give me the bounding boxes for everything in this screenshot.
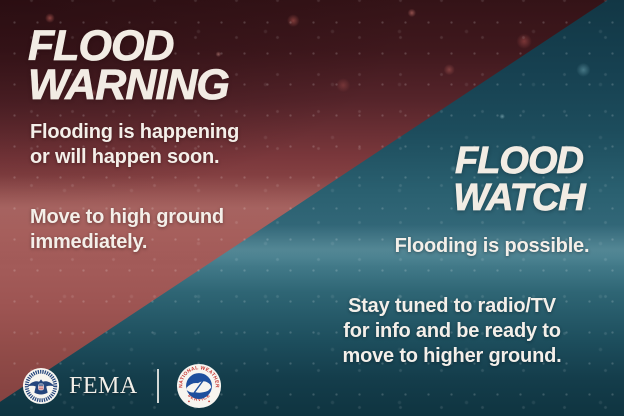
flood-watch-title-line2: WATCH — [453, 177, 586, 219]
flood-watch-instruction-line2: for info and be ready to — [343, 320, 561, 342]
logo-divider — [156, 369, 159, 403]
fema-dhs-seal-icon — [22, 367, 60, 405]
flood-warning-title-line1: FLOOD — [28, 22, 175, 70]
flood-warning-title-line2: WARNING — [28, 61, 231, 109]
flood-watch-title-line1: FLOOD — [455, 140, 585, 182]
flood-warning-instruction-line1: Move to high ground — [30, 206, 224, 228]
flood-warning-title: FLOOD WARNING — [28, 22, 231, 109]
flood-watch-instruction-line1: Stay tuned to radio/TV — [348, 295, 556, 317]
flood-watch-instruction-line3: move to higher ground. — [342, 345, 562, 367]
flood-watch-subtitle: Flooding is possible. — [394, 235, 590, 257]
flood-watch-instruction: Stay tuned to radio/TV for info and be r… — [327, 294, 577, 369]
nws-logo-icon: NATIONAL WEATHER SERVICE — [176, 363, 221, 409]
flood-warning-instruction: Move to high ground immediately. — [30, 205, 224, 255]
flood-warning-subtitle-line1: Flooding is happening — [30, 121, 240, 143]
flood-warning-subtitle: Flooding is happening or will happen soo… — [30, 120, 239, 170]
flood-watch-title: FLOOD WATCH — [434, 140, 604, 219]
fema-wordmark: FEMA — [69, 372, 138, 399]
agency-logos-footer: FEMA NATIONAL WEATHER SERVICE — [22, 362, 222, 410]
flood-warning-instruction-line2: immediately. — [30, 231, 148, 253]
flood-warning-subtitle-line2: or will happen soon. — [30, 146, 220, 168]
